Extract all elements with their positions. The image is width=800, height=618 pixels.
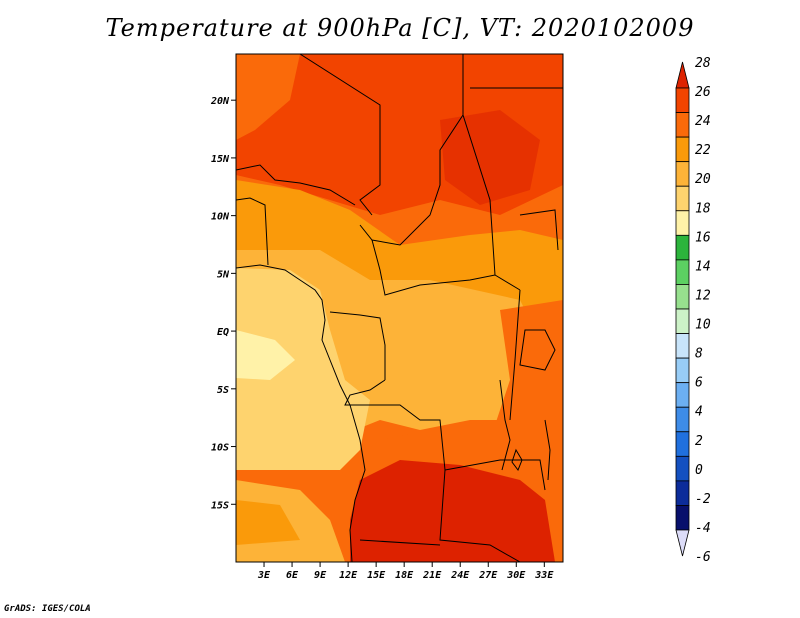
colorbar-bottom-arrow	[675, 529, 690, 557]
colorbar-swatch	[675, 357, 690, 384]
colorbar-label: -4	[695, 521, 711, 536]
lon-tick-label: 27E	[478, 570, 498, 581]
colorbar-swatch	[675, 87, 690, 113]
colorbar-label: 0	[695, 463, 703, 478]
lake-malawi	[544, 419, 551, 481]
colorbar-label: 16	[695, 230, 711, 245]
colorbar-swatch	[675, 431, 690, 457]
lake-victoria	[519, 329, 556, 371]
colorbar-label: 10	[695, 318, 711, 333]
colorbar-top-arrow	[675, 61, 690, 89]
colorbar-swatch	[675, 259, 690, 285]
borders	[236, 54, 563, 562]
lon-tick-label: 15E	[367, 570, 386, 581]
lon-tick-label: 30E	[506, 570, 526, 581]
colorbar-swatch	[675, 406, 690, 433]
border-ethiopia	[519, 209, 559, 251]
border-namibia	[439, 469, 521, 562]
lon-tick-label: 9E	[314, 570, 327, 581]
zone-coast-cool	[236, 330, 295, 380]
zone-southwest-patch	[236, 500, 300, 545]
lat-tick-label: 20N	[210, 96, 230, 107]
map-title: Temperature at 900hPa [C], VT: 202010200…	[105, 14, 695, 42]
colorbar-label: 14	[695, 259, 711, 274]
border-nigeria	[236, 164, 356, 206]
zone-gulf	[236, 268, 370, 470]
colorbar-label: 4	[695, 405, 703, 420]
border-sudan-south	[462, 114, 496, 276]
border-gabon-congo	[329, 311, 386, 380]
colorbar-swatch	[675, 112, 690, 138]
lat-tick-label: 10S	[211, 443, 229, 454]
border-south-namibia	[359, 539, 441, 546]
border-zambia	[444, 459, 546, 491]
colorbar-swatch	[675, 455, 690, 482]
border-benin	[236, 197, 269, 266]
colorbar-label: 22	[695, 143, 711, 158]
colorbar-label: 20	[695, 172, 711, 187]
colorbar-swatch	[675, 480, 690, 506]
colorbar-swatch	[675, 382, 690, 408]
colorbar-label: 26	[695, 85, 711, 100]
colorbar-label: 28	[695, 56, 711, 71]
lat-tick-label: EQ	[217, 327, 229, 338]
border-east-rift	[509, 289, 521, 421]
border-chad-sudan	[359, 54, 464, 246]
colorbar-label: -2	[695, 492, 711, 507]
colorbar-swatch	[675, 333, 690, 359]
zone-northwest	[236, 54, 300, 140]
colorbar-swatch	[675, 505, 690, 531]
lon-tick-label: 21E	[422, 570, 442, 581]
map-frame	[235, 53, 564, 563]
lat-tick-label: 10N	[211, 212, 230, 223]
axis-ticks: 3E 6E 9E 12E 15E 18E 21E 24E 27E 30E 33E 20N 15N 10N 5…	[210, 96, 554, 581]
colorbar-swatch	[675, 284, 690, 310]
lon-tick-label: 3E	[257, 570, 271, 581]
west-coastline	[236, 264, 366, 562]
colorbar-swatch	[675, 308, 690, 334]
zone-southern-plateau	[350, 460, 555, 562]
grads-credit: GrADS: IGES/COLA	[4, 604, 91, 614]
border-angola	[344, 379, 446, 471]
border-niger-chad	[299, 54, 381, 216]
lon-tick-label: 6E	[286, 570, 299, 581]
lon-tick-label: 33E	[534, 570, 554, 581]
zone-sudan-hotspot	[440, 110, 540, 205]
lake-tanganyika	[499, 379, 511, 471]
lon-tick-label: 12E	[339, 570, 358, 581]
lat-tick-label: 15S	[211, 500, 229, 511]
colorbar-label: 12	[695, 288, 711, 303]
colorbar-swatch	[675, 210, 690, 236]
colorbar-label: 2	[695, 434, 703, 449]
lat-tick-label: 5N	[217, 269, 230, 280]
temperature-field	[236, 54, 563, 562]
lat-tick-label: 15N	[211, 154, 230, 165]
colorbar-label: 8	[695, 347, 703, 362]
colorbar-label: 24	[695, 114, 711, 129]
lake-bangweulu	[511, 448, 523, 472]
lon-tick-label: 18E	[395, 570, 414, 581]
colorbar-label: 18	[695, 201, 711, 216]
colorbar-swatch	[675, 136, 690, 163]
lat-tick-label: 5S	[217, 385, 229, 396]
colorbar-label: 6	[695, 376, 703, 391]
lon-tick-label: 24E	[450, 570, 470, 581]
colorbar-swatch	[675, 161, 690, 187]
colorbar-label: -6	[695, 550, 711, 565]
colorbar-swatch	[675, 234, 690, 261]
colorbar-swatch	[675, 185, 690, 212]
